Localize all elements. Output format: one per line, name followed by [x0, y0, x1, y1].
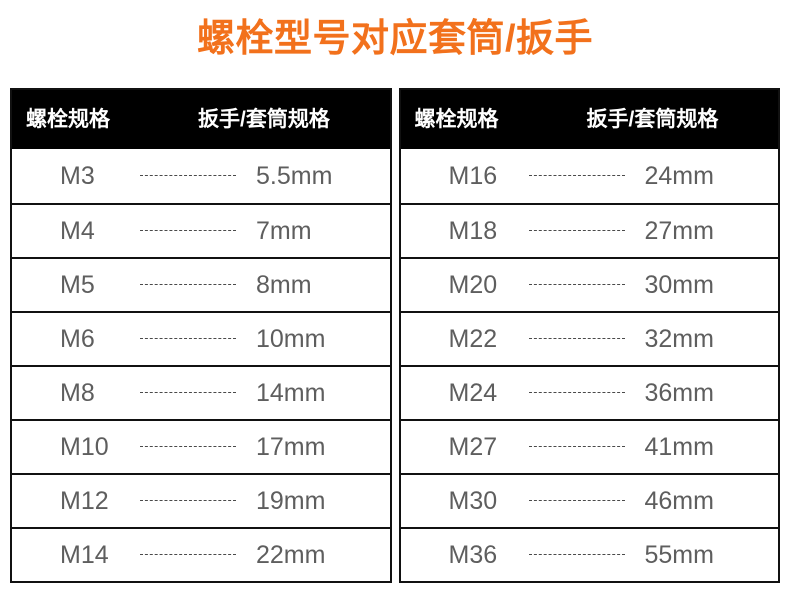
table-row: M10 17mm: [12, 419, 390, 473]
table-row: M30 46mm: [400, 473, 778, 527]
leader-dashes-icon: [528, 554, 625, 556]
leader-dashes-icon: [528, 175, 625, 177]
table-row: M8 14mm: [12, 365, 390, 419]
cell-bolt: M30: [448, 487, 498, 515]
cell-bolt: M14: [60, 541, 109, 569]
cell-wrench: 30mm: [644, 271, 714, 299]
cell-wrench: 46mm: [644, 487, 714, 515]
cell-bolt: M3: [60, 162, 95, 190]
cell-bolt: M16: [448, 162, 498, 190]
cell-wrench: 8mm: [256, 271, 312, 299]
cell-bolt: M27: [448, 433, 498, 461]
page-title: 螺栓型号对应套筒/扳手: [196, 18, 594, 60]
cell-bolt: M8: [60, 379, 95, 407]
table-header-row-left: 螺栓规格 扳手/套筒规格: [12, 90, 390, 149]
leader-dashes-icon: [528, 446, 625, 448]
cell-bolt: M36: [448, 541, 498, 569]
table-row: M12 19mm: [12, 473, 390, 527]
cell-wrench: 22mm: [256, 541, 326, 569]
leader-dashes-icon: [140, 392, 236, 394]
cell-bolt: M6: [60, 325, 95, 353]
table-row: M16 24mm: [401, 149, 779, 203]
leader-dashes-icon: [528, 230, 625, 232]
cell-bolt: M20: [448, 271, 498, 299]
cell-wrench: 32mm: [644, 325, 714, 353]
cell-bolt: M24: [448, 379, 498, 407]
table-body-right: M16 24mm M18 27mm M20 30mm M22 3: [400, 149, 779, 581]
cell-bolt: M4: [60, 217, 95, 245]
cell-bolt: M12: [60, 487, 109, 515]
table-row: M4 7mm: [12, 203, 390, 257]
leader-dashes-icon: [140, 230, 236, 232]
cell-wrench: 24mm: [644, 162, 714, 190]
cell-wrench: 10mm: [256, 325, 326, 353]
table-row: M27 41mm: [400, 419, 778, 473]
cell-bolt: M18: [448, 217, 498, 245]
leader-dashes-icon: [140, 284, 236, 286]
cell-bolt: M5: [60, 271, 95, 299]
leader-dashes-icon: [528, 338, 625, 340]
leader-dashes-icon: [140, 175, 236, 177]
table-row: M3 5.5mm: [12, 149, 390, 203]
cell-wrench: 27mm: [644, 217, 714, 245]
leader-dashes-icon: [140, 446, 236, 448]
cell-wrench: 55mm: [644, 541, 714, 569]
table-row: M20 30mm: [400, 257, 778, 311]
cell-wrench: 41mm: [644, 433, 714, 461]
leader-dashes-icon: [140, 500, 236, 502]
leader-dashes-icon: [528, 500, 625, 502]
cell-wrench: 5.5mm: [256, 162, 333, 190]
cell-wrench: 7mm: [256, 217, 312, 245]
spec-table-right: 螺栓规格 扳手/套筒规格 M16 24mm M18 27mm M20 30mm: [398, 88, 780, 583]
table-row: M18 27mm: [400, 203, 778, 257]
cell-wrench: 19mm: [256, 487, 326, 515]
column-header-bolt-left: 螺栓规格: [26, 107, 110, 131]
leader-dashes-icon: [140, 338, 236, 340]
cell-wrench: 14mm: [256, 379, 326, 407]
table-header-row-right: 螺栓规格 扳手/套筒规格: [400, 90, 778, 149]
table-row: M5 8mm: [12, 257, 390, 311]
table-row: M36 55mm: [400, 527, 778, 581]
cell-bolt: M22: [448, 325, 498, 353]
table-row: M6 10mm: [12, 311, 390, 365]
column-header-wrench-left: 扳手/套筒规格: [198, 107, 330, 131]
table-row: M22 32mm: [400, 311, 778, 365]
spec-table-left: 螺栓规格 扳手/套筒规格 M3 5.5mm M4 7mm M5 8mm: [10, 88, 392, 583]
table-row: M24 36mm: [400, 365, 778, 419]
table-row: M14 22mm: [12, 527, 390, 581]
cell-wrench: 36mm: [644, 379, 714, 407]
leader-dashes-icon: [528, 284, 625, 286]
column-header-bolt-right: 螺栓规格: [414, 107, 499, 131]
leader-dashes-icon: [140, 554, 236, 556]
leader-dashes-icon: [528, 392, 625, 394]
tables-container: 螺栓规格 扳手/套筒规格 M3 5.5mm M4 7mm M5 8mm: [10, 88, 780, 583]
cell-bolt: M10: [60, 433, 109, 461]
column-header-wrench-right: 扳手/套筒规格: [586, 107, 719, 131]
cell-wrench: 17mm: [256, 433, 326, 461]
table-body-left: M3 5.5mm M4 7mm M5 8mm M6 10mm: [12, 149, 390, 581]
